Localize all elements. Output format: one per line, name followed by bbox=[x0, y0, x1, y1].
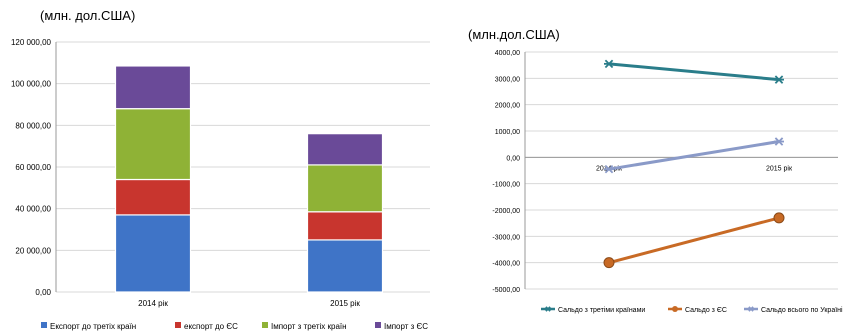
bar-segment bbox=[306, 211, 384, 241]
series-line bbox=[608, 140, 780, 171]
legend-swatch bbox=[175, 322, 181, 328]
left-chart-unit-label: (млн. дол.США) bbox=[40, 8, 136, 23]
data-point bbox=[773, 212, 785, 224]
y-tick-label: 20 000,00 bbox=[15, 246, 51, 255]
bar-segment bbox=[114, 65, 192, 110]
data-point bbox=[604, 59, 614, 69]
bar-segment bbox=[306, 133, 384, 166]
x-tick-label: 2014 рік bbox=[138, 299, 168, 308]
legend-marker bbox=[545, 306, 551, 312]
bar-segment bbox=[114, 108, 192, 181]
y-tick-label: 120 000,00 bbox=[11, 38, 52, 47]
data-point bbox=[603, 257, 615, 269]
y-tick-label: -1000,00 bbox=[492, 182, 520, 189]
series-line bbox=[608, 62, 780, 82]
legend-swatch bbox=[262, 322, 268, 328]
y-tick-label: 80 000,00 bbox=[15, 121, 51, 130]
bar-segment bbox=[306, 164, 384, 213]
y-tick-label: 4000,00 bbox=[495, 50, 520, 57]
x-tick-label: 2015 рік bbox=[766, 164, 793, 172]
data-point bbox=[774, 75, 784, 84]
x-tick-label: 2015 рік bbox=[330, 299, 360, 308]
bar-segment bbox=[114, 178, 192, 216]
y-tick-label: -4000,00 bbox=[492, 261, 520, 268]
y-tick-label: 60 000,00 bbox=[15, 163, 51, 172]
y-tick-label: 100 000,00 bbox=[11, 80, 52, 89]
legend-marker bbox=[672, 306, 678, 312]
data-point bbox=[604, 164, 614, 174]
y-tick-label: -5000,00 bbox=[492, 287, 520, 294]
y-tick-label: -3000,00 bbox=[492, 234, 520, 241]
legend-swatch bbox=[375, 322, 381, 328]
legend-label: Сальдо з третіми країнами bbox=[558, 306, 645, 314]
series-line bbox=[608, 216, 780, 265]
y-tick-label: 0,00 bbox=[506, 155, 520, 162]
right-chart-unit-label: (млн.дол.США) bbox=[468, 27, 560, 42]
y-tick-label: 0,00 bbox=[35, 288, 51, 297]
y-tick-label: 2000,00 bbox=[495, 103, 520, 110]
y-tick-label: 1000,00 bbox=[495, 129, 520, 136]
bar-segment bbox=[306, 239, 384, 293]
y-tick-label: -2000,00 bbox=[492, 208, 520, 215]
legend-swatch bbox=[41, 322, 47, 328]
y-tick-label: 3000,00 bbox=[495, 76, 520, 83]
data-point bbox=[774, 137, 784, 146]
legend-marker bbox=[748, 306, 754, 312]
bar-segment bbox=[114, 214, 192, 293]
y-tick-label: 40 000,00 bbox=[15, 205, 51, 214]
legend-label: Імпорт з ЄС bbox=[384, 322, 428, 331]
legend-label: Експорт до третіх країн bbox=[50, 322, 136, 331]
legend-label: Сальдо всього по Україні bbox=[761, 306, 843, 314]
legend-label: Сальдо з ЄС bbox=[685, 307, 727, 314]
legend-label: експорт до ЄС bbox=[184, 322, 238, 331]
legend-label: Імпорт з третіх країн bbox=[271, 322, 347, 331]
